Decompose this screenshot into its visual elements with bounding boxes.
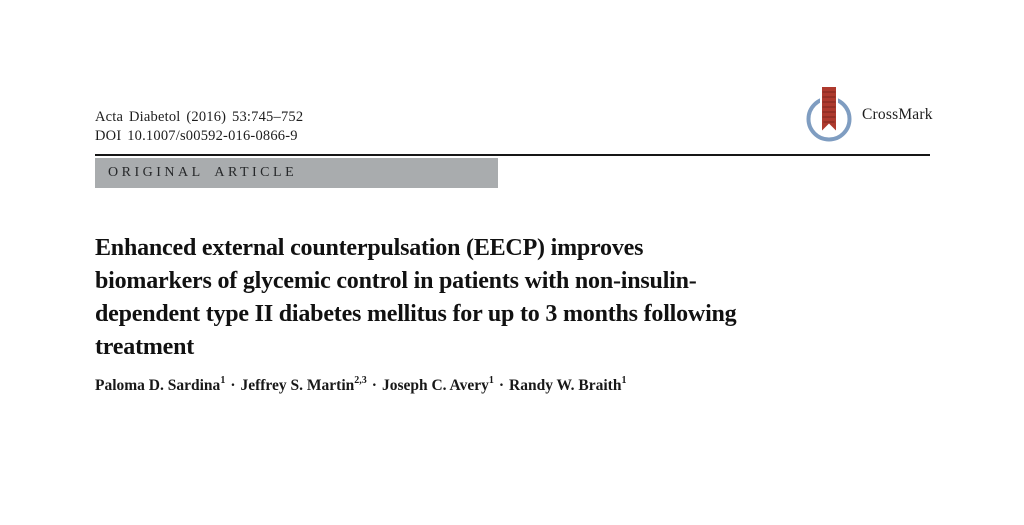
title-line-3: dependent type II diabetes mellitus for …	[95, 301, 737, 327]
crossmark-badge[interactable]: CrossMark	[806, 86, 936, 144]
author-separator: ·	[371, 377, 377, 395]
section-banner: ORIGINAL ARTICLE	[95, 158, 498, 188]
author-separator: ·	[230, 377, 236, 395]
author-superscript: 1	[488, 375, 494, 386]
author-name: Randy W. Braith	[509, 377, 622, 395]
journal-citation: Acta Diabetol (2016) 53:745–752	[95, 109, 304, 125]
title-line-2: biomarkers of glycemic control in patien…	[95, 268, 697, 294]
authors-line: Paloma D. Sardina1 · Jeffrey S. Martin2,3 ·…	[95, 375, 627, 395]
author-name: Jeffrey S. Martin	[240, 377, 355, 395]
author-separator: ·	[498, 377, 505, 395]
crossmark-label: CrossMark	[862, 106, 933, 123]
author-superscript: 1	[621, 375, 627, 386]
crossmark-icon	[806, 86, 858, 144]
journal-citation-block: Acta Diabetol (2016) 53:745–752 DOI 10.1…	[95, 108, 303, 146]
author-superscript: 2,3	[354, 375, 367, 386]
article-title: Enhanced external counterpulsation (EECP…	[95, 232, 737, 364]
section-label: ORIGINAL ARTICLE	[108, 165, 298, 180]
header-rule	[95, 154, 930, 156]
title-line-1: Enhanced external counterpulsation (EECP…	[95, 235, 644, 261]
author-name: Paloma D. Sardina	[95, 377, 221, 395]
title-line-4: treatment	[95, 334, 195, 360]
journal-doi: DOI 10.1007/s00592-016-0866-9	[95, 128, 298, 144]
author-name: Joseph C. Avery	[381, 377, 489, 395]
crossmark-ribbon	[822, 87, 836, 131]
crossmark-ribbon-stripes	[822, 91, 836, 123]
author-superscript: 1	[220, 375, 226, 386]
